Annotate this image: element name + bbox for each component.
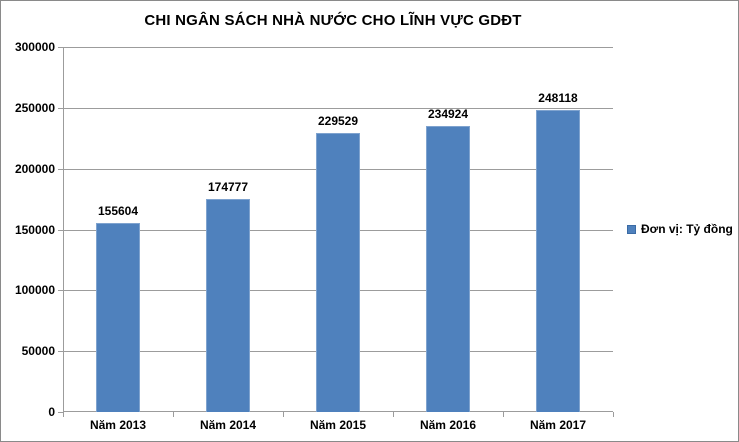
- y-axis-tick: [58, 168, 63, 170]
- bar-value-label: 234924: [427, 107, 469, 122]
- bar-năm-2015: [316, 132, 360, 412]
- y-axis-tick: [58, 290, 63, 292]
- bar-value-label: 174777: [207, 180, 249, 195]
- x-axis-tick: [393, 412, 394, 417]
- bar-value-label: 248118: [538, 91, 578, 106]
- plot-area: [63, 47, 613, 412]
- y-axis-label: 0: [48, 405, 55, 419]
- x-axis-label: Năm 2014: [199, 418, 257, 432]
- bar-năm-2017: [536, 110, 580, 412]
- chart-title: CHI NGÂN SÁCH NHÀ NƯỚC CHO LĨNH VỰC GDĐT: [144, 12, 522, 29]
- x-axis-label: Năm 2016: [419, 418, 477, 432]
- x-axis-tick: [503, 412, 504, 417]
- bar-value-label: 155604: [97, 203, 139, 218]
- y-axis-label: 150000: [14, 222, 55, 237]
- bar-value-label: 229529: [317, 113, 359, 128]
- legend-square-icon: [627, 224, 636, 234]
- y-axis-label: 300000: [14, 40, 55, 54]
- bar-năm-2016: [426, 126, 470, 412]
- x-axis-label: Năm 2013: [89, 418, 147, 432]
- y-axis-label: 200000: [14, 161, 55, 176]
- x-axis-tick: [63, 412, 64, 417]
- x-axis-tick: [283, 412, 284, 417]
- x-axis-label: Năm 2017: [529, 418, 587, 432]
- y-axis-label: 50000: [21, 344, 55, 359]
- gridline: [63, 47, 613, 48]
- bar-năm-2013: [96, 222, 140, 412]
- x-axis-tick: [173, 412, 174, 417]
- x-axis-label: Năm 2015: [309, 418, 367, 432]
- y-axis-tick: [58, 412, 63, 413]
- y-axis-tick: [58, 107, 63, 109]
- y-axis-tick: [58, 229, 63, 231]
- legend-label: Đơn vị: Tỷ đồng: [641, 222, 733, 236]
- y-axis-label: 250000: [14, 100, 55, 115]
- x-axis-tick: [613, 412, 614, 417]
- y-axis-label: 100000: [14, 283, 55, 298]
- y-axis-tick: [58, 351, 63, 353]
- legend: Đơn vị: Tỷ đồng: [627, 222, 733, 236]
- gridline: [63, 107, 613, 109]
- y-axis-tick: [58, 47, 63, 48]
- bar-năm-2014: [206, 199, 250, 412]
